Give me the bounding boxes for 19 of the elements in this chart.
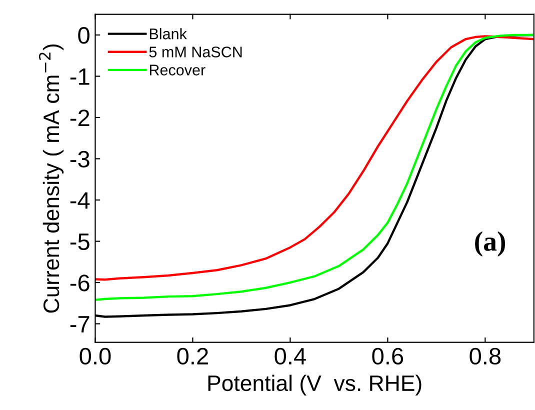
y-tick-label: -7: [70, 316, 90, 332]
legend-label: 5 mM NaSCN: [149, 46, 242, 58]
x-tick-label: 0.4: [274, 348, 306, 365]
y-tick-label: -2: [70, 110, 90, 126]
y-tick-label: 0: [78, 27, 90, 44]
x-axis-title: Potential (V vs. RHE): [208, 374, 422, 396]
y-tick-label: -1: [70, 68, 90, 85]
y-tick-label: -4: [70, 192, 90, 209]
y-tick-label: -3: [70, 150, 90, 168]
annotation: (a): [475, 231, 506, 257]
x-tick-label: 0.2: [177, 348, 208, 365]
y-tick-label: -5: [70, 234, 90, 250]
x-tick-label: 0.8: [470, 348, 501, 365]
x-tick-label: 0.0: [80, 348, 111, 365]
y-tick-label: -6: [70, 274, 90, 292]
x-tick-label: 0.6: [372, 348, 404, 365]
y-axis-title: Current density ( mA cm$^{−2}$): [38, 44, 64, 313]
legend-label: Recover: [150, 64, 206, 76]
legend-label: Blank: [150, 28, 187, 40]
